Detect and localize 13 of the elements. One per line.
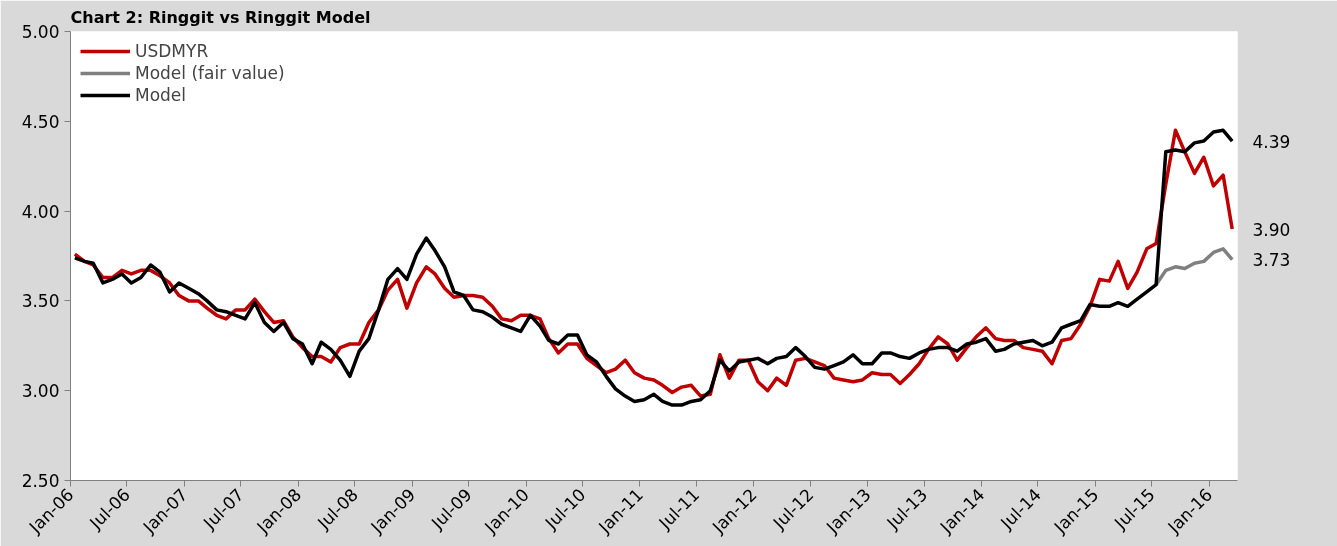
y-tick-label: 5.00 xyxy=(21,22,60,42)
legend-label: USDMYR xyxy=(135,41,209,61)
annotation: 3.90 xyxy=(1252,219,1291,240)
y-tick-label: 4.00 xyxy=(21,201,60,222)
legend-label: Model (fair value) xyxy=(135,63,285,83)
y-tick-label: 2.50 xyxy=(21,471,60,491)
annotation: 3.73 xyxy=(1252,250,1291,271)
chart-title: Chart 2: Ringgit vs Ringgit Model xyxy=(70,7,371,27)
legend-label: Model xyxy=(135,85,187,105)
annotation: 4.39 xyxy=(1252,131,1291,152)
y-tick-label: 3.00 xyxy=(21,381,60,402)
y-tick-label: 4.50 xyxy=(21,111,60,132)
y-tick-label: 3.50 xyxy=(21,291,60,312)
